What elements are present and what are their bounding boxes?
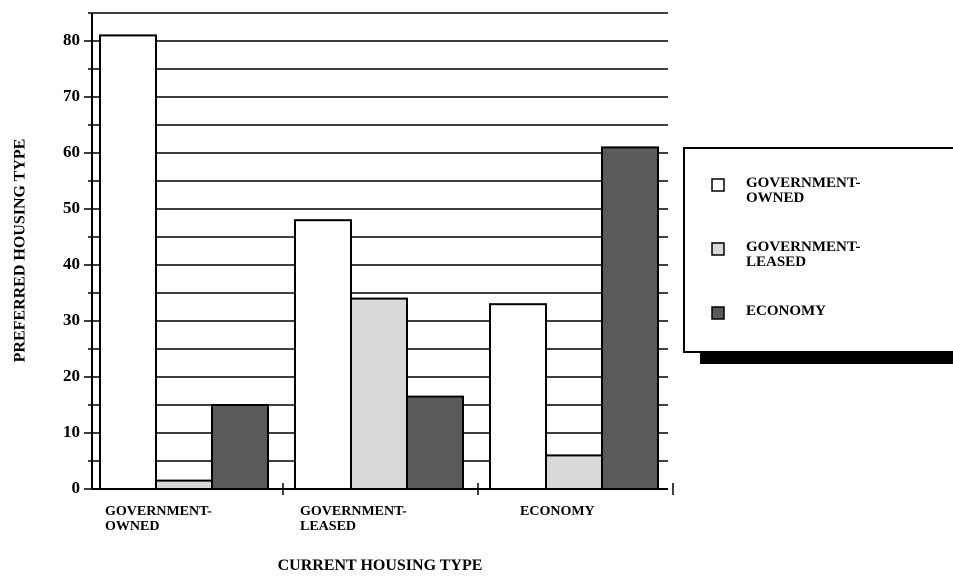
bar [489,303,547,491]
bar [545,454,603,490]
legend-swatch [711,242,725,256]
legend-label: ECONOMY [746,303,826,319]
x-axis-label: CURRENT HOUSING TYPE [277,557,483,574]
x-tick-label: GOVERNMENT-OWNED [105,504,212,534]
y-tick-label: 80 [63,30,80,49]
legend-shadow [700,352,953,364]
bar [155,479,213,491]
legend-label: GOVERNMENT-LEASED [746,239,861,270]
bar [211,404,269,490]
y-tick-label: 70 [63,86,80,105]
bar [601,146,659,490]
x-tick-label: GOVERNMENT-LEASED [300,504,407,534]
bar [406,395,464,491]
x-tick-label: ECONOMY [520,504,595,519]
y-tick-label: 0 [72,478,81,497]
legend-swatch [711,306,725,320]
bar [99,34,157,491]
y-tick-label: 20 [63,366,80,385]
legend-label: GOVERNMENT-OWNED [746,175,861,206]
legend-swatch [711,178,725,192]
y-tick-label: 60 [63,142,80,161]
y-axis-label: PREFERRED HOUSING TYPE [11,138,29,363]
y-tick-label: 10 [63,422,80,441]
bar [350,297,408,490]
y-tick-label: 50 [63,198,80,217]
bar [294,219,352,490]
y-tick-label: 30 [63,310,80,329]
y-tick-label: 40 [63,254,80,273]
legend-box [683,147,953,353]
